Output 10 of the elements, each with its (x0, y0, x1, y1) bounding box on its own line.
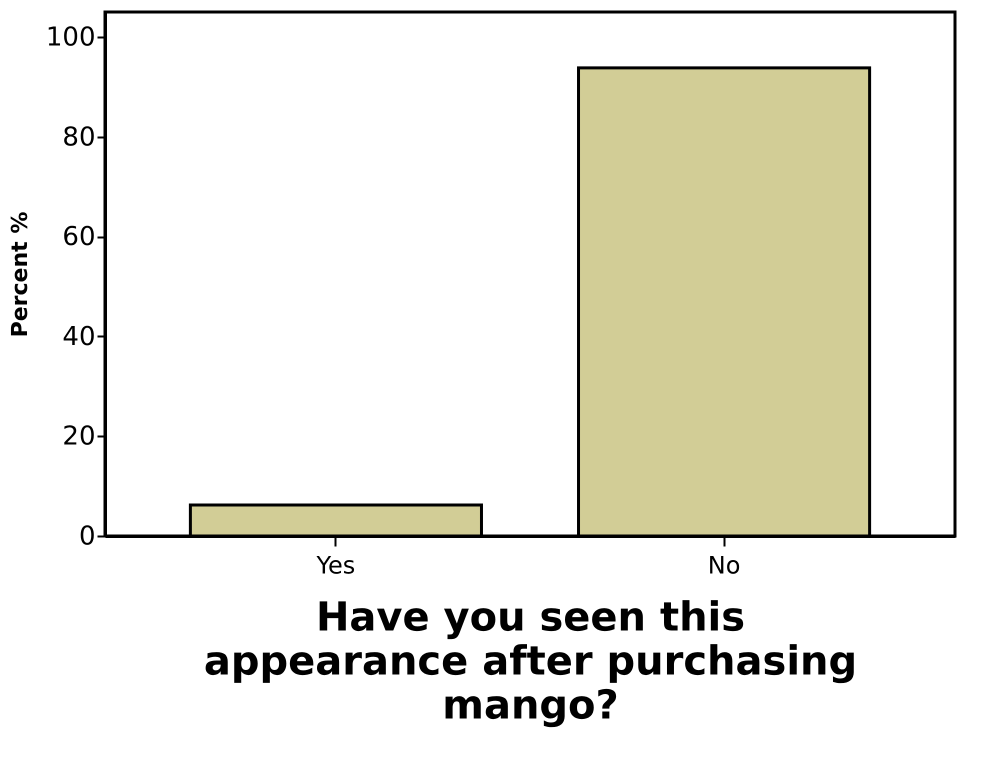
y-tick-label: 20 (62, 422, 96, 452)
x-tick-label: Yes (316, 552, 356, 580)
y-tick-label: 100 (46, 22, 96, 52)
y-tick-label: 80 (62, 122, 96, 152)
y-axis-title: Percent % (8, 212, 33, 338)
y-tick-label: 0 (78, 522, 96, 552)
x-axis-title: Have you seen this appearance after purchasing mango? (204, 594, 858, 728)
x-tick-label: No (708, 552, 740, 580)
y-tick-label: 60 (62, 222, 96, 252)
y-tick-label: 40 (62, 322, 96, 352)
